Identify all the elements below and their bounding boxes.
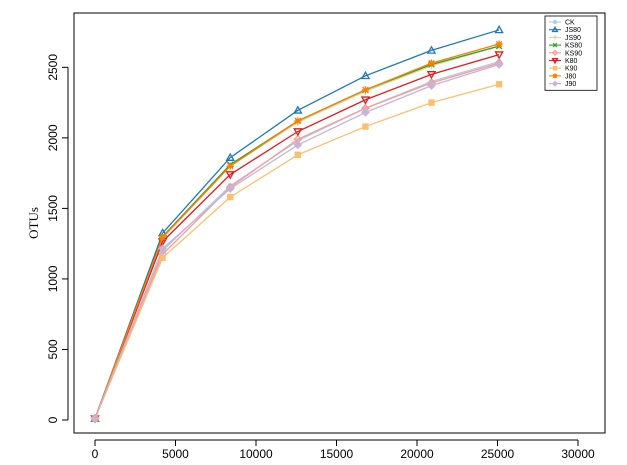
- y-axis-label: OTUs: [26, 207, 41, 239]
- legend-item: KS80: [549, 43, 582, 50]
- legend-item: K90: [549, 66, 578, 73]
- data-point: [293, 140, 303, 150]
- x-tick-label: 30000: [561, 447, 595, 461]
- legend-item: KS90: [549, 49, 582, 57]
- legend-item: CK: [549, 20, 575, 27]
- legend-marker: [552, 42, 558, 48]
- legend-label: KS80: [565, 43, 582, 50]
- series-k80: [90, 51, 504, 424]
- data-point: [362, 123, 369, 130]
- data-point: [225, 171, 235, 180]
- data-point: [227, 193, 234, 201]
- y-tick-label: 2500: [46, 54, 60, 81]
- legend-item: J90: [549, 80, 576, 88]
- y-tick-label: 1500: [46, 195, 60, 222]
- axes-layer: 0 5000 10000 15000 20000 25000 30000 0 500 1000 15…: [46, 54, 595, 461]
- series-line: [94, 62, 500, 419]
- data-point: [90, 414, 100, 423]
- legend-label: KS90: [565, 50, 582, 57]
- x-tick-label: 25000: [481, 447, 515, 461]
- series-js80: [90, 25, 504, 422]
- data-point: [361, 86, 370, 94]
- data-point: [225, 184, 235, 193]
- legend-marker: [551, 25, 559, 33]
- data-point: [426, 45, 437, 54]
- x-tick-label: 10000: [239, 447, 273, 461]
- data-point: [494, 51, 504, 60]
- series-line: [94, 61, 500, 419]
- series-j80: [91, 40, 503, 423]
- data-point: [159, 254, 166, 261]
- series-line: [94, 29, 500, 419]
- legend-label: JS80: [565, 27, 581, 34]
- data-point: [293, 128, 303, 137]
- series-line: [94, 63, 500, 419]
- legend-label: J80: [565, 73, 576, 80]
- data-point: [158, 244, 167, 253]
- data-point: [494, 60, 504, 69]
- legend-item: JS90: [549, 35, 581, 42]
- data-point: [225, 152, 235, 161]
- legend-marker: [552, 73, 558, 79]
- data-point: [427, 59, 436, 67]
- data-point: [293, 105, 303, 114]
- data-point: [159, 233, 167, 241]
- legend-marker: [553, 20, 557, 24]
- x-tick-label: 0: [92, 447, 99, 461]
- legend-item: K80: [549, 58, 578, 65]
- series-ks90: [90, 58, 504, 424]
- series-line: [94, 45, 500, 419]
- data-point: [360, 70, 371, 80]
- plot-frame: [73, 12, 606, 434]
- data-point: [495, 40, 503, 48]
- y-tick-label: 0: [46, 416, 60, 423]
- data-point: [426, 71, 437, 80]
- data-point: [294, 117, 302, 125]
- x-tick-label: 20000: [400, 447, 434, 461]
- legend-marker: [552, 35, 558, 40]
- series-j90: [90, 60, 504, 423]
- legend-marker: [551, 49, 559, 57]
- legend-label: CK: [565, 20, 575, 27]
- series-ck: [92, 59, 502, 422]
- data-point: [361, 108, 370, 117]
- y-tick-label: 2000: [46, 124, 60, 151]
- data-point: [427, 81, 436, 90]
- x-tick-label: 15000: [320, 447, 354, 461]
- legend-label: J90: [565, 81, 576, 88]
- y-tick-label: 500: [46, 339, 60, 359]
- data-point: [495, 81, 503, 88]
- data-point: [360, 96, 371, 105]
- data-point: [494, 25, 504, 34]
- legend-label: K90: [565, 66, 578, 73]
- legend-item: J80: [549, 73, 576, 80]
- series-line: [94, 45, 500, 419]
- series-line: [94, 54, 500, 419]
- series-layer: [90, 25, 504, 424]
- data-point: [294, 151, 302, 158]
- legend-marker: [551, 58, 559, 65]
- y-tick-label: 1000: [46, 265, 60, 292]
- legend-marker: [552, 65, 558, 71]
- x-tick-label: 5000: [162, 447, 189, 461]
- data-point: [428, 99, 435, 106]
- legend-label: K80: [565, 58, 578, 65]
- legend-item: JS80: [549, 25, 581, 34]
- data-point: [226, 162, 234, 170]
- legend-marker: [551, 80, 559, 87]
- legend-label: JS90: [565, 35, 581, 42]
